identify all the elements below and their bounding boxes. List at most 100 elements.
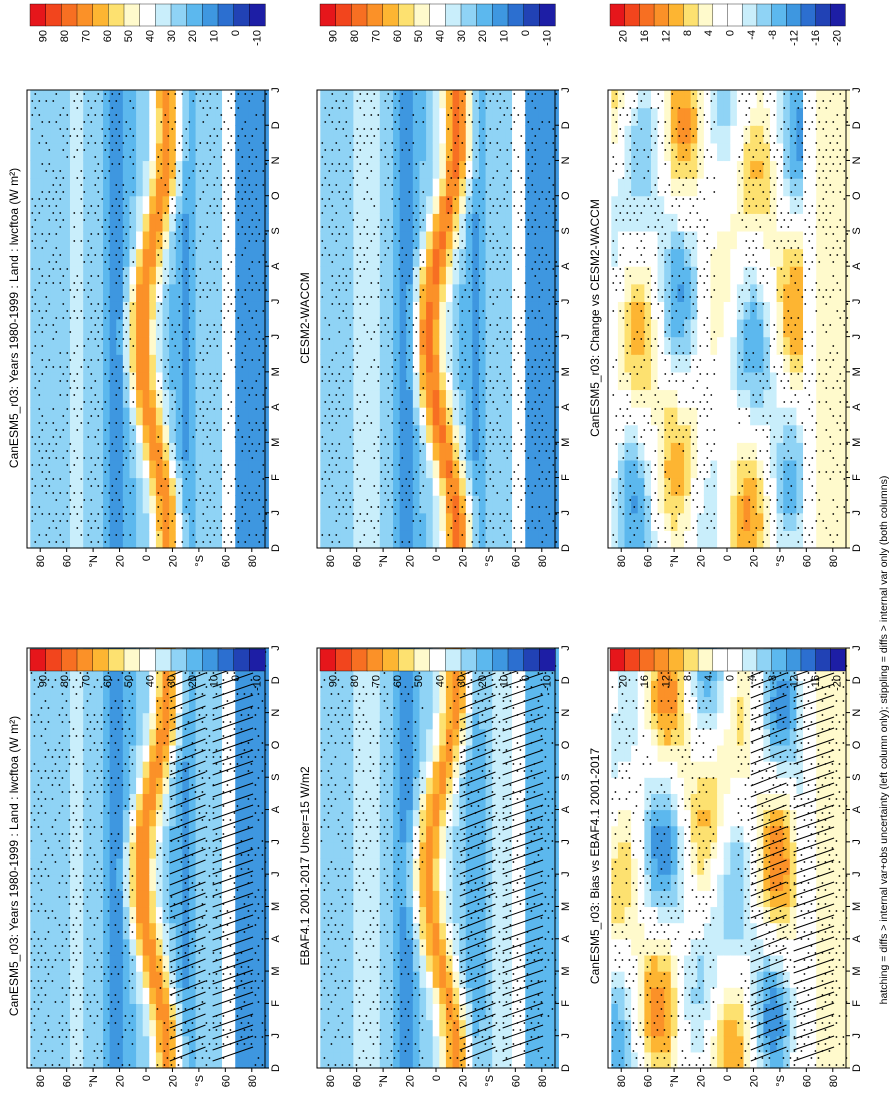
stipple-dot: [185, 478, 188, 480]
stipple-dot: [215, 875, 218, 877]
heatmap-cell: [512, 841, 520, 859]
heatmap-cell: [109, 354, 117, 373]
stipple-dot: [58, 882, 61, 884]
stipple-dot: [220, 114, 223, 116]
heatmap-cell: [56, 680, 64, 698]
heatmap-cell: [472, 841, 480, 859]
heatmap-cell: [215, 809, 223, 827]
heatmap-cell: [136, 793, 144, 811]
heatmap-cell: [241, 761, 250, 778]
stipple-dot: [61, 875, 64, 877]
stipple-dot: [192, 464, 195, 466]
stipple-dot: [250, 987, 253, 989]
stipple-dot: [131, 679, 134, 681]
stipple-dot: [248, 492, 251, 494]
heatmap-cell: [235, 354, 243, 373]
heatmap-cell: [30, 142, 38, 162]
heatmap-cell: [136, 512, 144, 531]
stipple-dot: [111, 499, 114, 501]
heatmap-cell: [202, 938, 210, 956]
stipple-dot: [219, 938, 222, 940]
stipple-dot: [250, 1015, 253, 1017]
colorbar-tick-label: 60: [102, 675, 114, 687]
heatmap-cell: [492, 680, 500, 698]
heatmap-cell: [320, 664, 328, 681]
stipple-dot: [48, 163, 51, 165]
stipple-dot: [188, 499, 191, 501]
stipple-dot: [160, 275, 163, 277]
heatmap-cell: [255, 266, 263, 285]
heatmap-cell: [109, 696, 117, 714]
heatmap-cell: [373, 874, 381, 891]
stipple-dot: [257, 959, 260, 961]
stipple-dot: [52, 478, 55, 480]
stipple-dot: [128, 1022, 131, 1024]
heatmap-cell: [155, 777, 164, 794]
stipple-dot: [94, 156, 97, 158]
heatmap-cell: [445, 938, 454, 956]
stipple-dot: [164, 478, 167, 480]
heatmap-cell: [222, 680, 230, 698]
stipple-dot: [37, 938, 40, 940]
heatmap-cell: [182, 371, 190, 391]
stipple-dot: [31, 114, 34, 116]
stipple-dot: [94, 310, 97, 312]
stipple-dot: [206, 184, 209, 186]
heatmap-cell: [195, 407, 203, 426]
heatmap-cell: [89, 442, 98, 461]
heatmap-cell: [109, 178, 117, 197]
heatmap-cell: [188, 266, 197, 285]
heatmap-cell: [386, 858, 394, 875]
heatmap-cell: [346, 954, 354, 972]
month-tick-label: J: [270, 87, 282, 93]
heatmap-cell: [103, 906, 111, 924]
heatmap-cell: [69, 90, 78, 109]
stipple-dot: [34, 345, 37, 347]
stipple-dot: [213, 506, 216, 508]
stipple-dot: [213, 324, 216, 326]
heatmap-cell: [69, 407, 78, 426]
heatmap-cell: [43, 178, 51, 197]
stipple-dot: [229, 945, 232, 947]
stipple-dot: [195, 471, 198, 473]
stipple-dot: [177, 1050, 180, 1052]
heatmap-cell: [195, 696, 203, 714]
stipple-dot: [131, 707, 134, 709]
stipple-dot: [174, 233, 177, 235]
heatmap-cell: [248, 495, 256, 514]
stipple-dot: [262, 534, 265, 536]
heatmap-cell: [235, 1003, 243, 1021]
heatmap-cell: [366, 777, 374, 794]
heatmap-cell: [228, 922, 236, 940]
stipple-dot: [181, 471, 184, 473]
heatmap-cell: [149, 777, 157, 794]
stipple-dot: [80, 282, 83, 284]
heatmap-cell: [136, 1003, 144, 1021]
heatmap-cell: [222, 664, 230, 681]
heatmap-cell: [56, 938, 64, 956]
stipple-dot: [89, 875, 92, 877]
stipple-dot: [265, 527, 268, 529]
stipple-dot: [206, 282, 209, 284]
heatmap-cell: [215, 1035, 223, 1053]
stipple-dot: [184, 840, 187, 842]
heatmap-cell: [169, 1019, 177, 1037]
heatmap-cell: [182, 809, 190, 827]
stipple-dot: [90, 205, 93, 207]
heatmap-cell: [222, 1003, 230, 1021]
stipple-dot: [222, 1043, 225, 1045]
stipple-dot: [251, 191, 254, 193]
stipple-dot: [171, 268, 174, 270]
stipple-dot: [174, 149, 177, 151]
heatmap-cell: [129, 90, 137, 109]
stipple-dot: [103, 707, 106, 709]
stipple-dot: [117, 847, 120, 849]
stipple-dot: [69, 513, 72, 515]
heatmap-cell: [215, 744, 223, 762]
heatmap-cell: [412, 841, 421, 859]
stipple-dot: [87, 282, 90, 284]
stipple-dot: [160, 457, 163, 459]
heatmap-cell: [122, 696, 131, 714]
stipple-dot: [73, 506, 76, 508]
stipple-dot: [261, 770, 264, 772]
